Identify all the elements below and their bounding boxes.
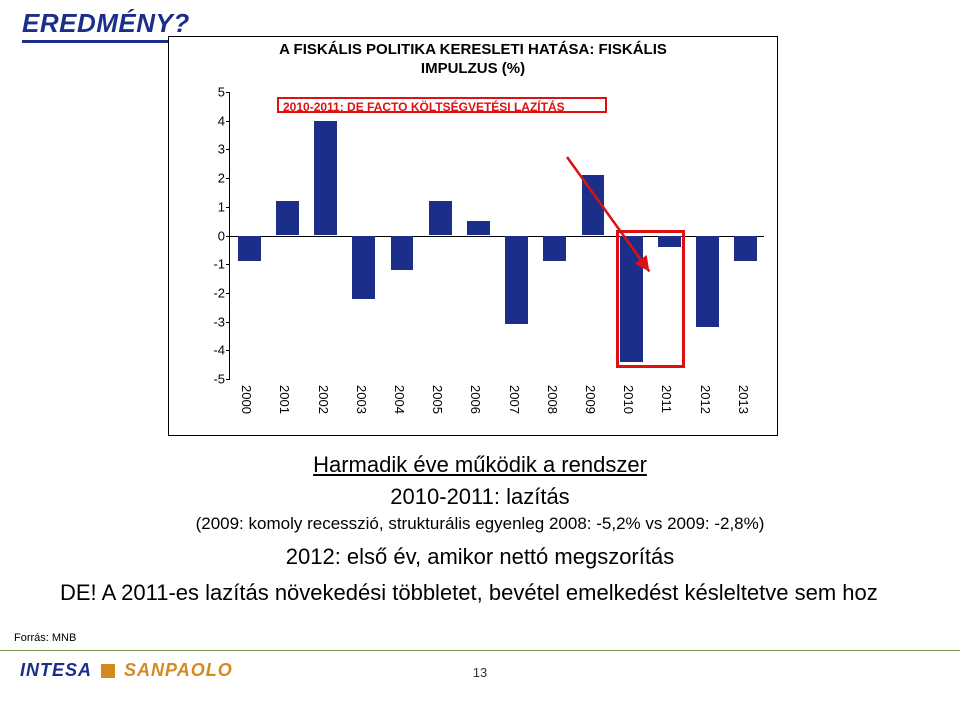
x-tick-label: 2001 <box>277 385 292 414</box>
y-tick-label: -2 <box>200 285 225 300</box>
x-tick-label: 2004 <box>392 385 407 414</box>
x-tick-label: 2000 <box>239 385 254 414</box>
chart-title-line2: IMPULZUS (%) <box>421 60 525 77</box>
y-tick-label: 0 <box>200 228 225 243</box>
bar <box>391 236 414 270</box>
y-tick-label: -5 <box>200 372 225 387</box>
x-tick-label: 2012 <box>698 385 713 414</box>
subheading: Harmadik éve működik a rendszer <box>0 452 960 478</box>
body-paren: (2009: komoly recesszió, strukturális eg… <box>0 514 960 534</box>
slide: EREDMÉNY? A FISKÁLIS POLITIKA KERESLETI … <box>0 0 960 709</box>
page-number: 13 <box>0 665 960 680</box>
x-tick-label: 2010 <box>621 385 636 414</box>
y-tick-label: 3 <box>200 142 225 157</box>
body-final: DE! A 2011-es lazítás növekedési többlet… <box>60 580 878 606</box>
x-tick-label: 2013 <box>736 385 751 414</box>
x-tick-label: 2006 <box>468 385 483 414</box>
x-tick-label: 2009 <box>583 385 598 414</box>
x-tick-label: 2002 <box>316 385 331 414</box>
x-tick-label: 2008 <box>545 385 560 414</box>
x-tick-label: 2003 <box>354 385 369 414</box>
body-line-2: 2010-2011: lazítás <box>0 484 960 510</box>
page-title: EREDMÉNY? <box>22 8 190 39</box>
y-tick-label: -3 <box>200 314 225 329</box>
plot-area: -5-4-3-2-1012345 <box>229 92 764 379</box>
x-axis-labels: 2000 2001 2002 2003 2004 2005 2006 2007 2008 2009… <box>229 385 764 429</box>
y-tick-label: 4 <box>200 113 225 128</box>
y-tick-label: -4 <box>200 343 225 358</box>
source-label: Forrás: MNB <box>14 632 76 644</box>
highlight-box <box>616 230 685 368</box>
bar <box>238 236 261 262</box>
bar <box>505 236 528 325</box>
y-tick-label: 5 <box>200 85 225 100</box>
chart-title: A FISKÁLIS POLITIKA KERESLETI HATÁSA: FI… <box>169 37 777 79</box>
y-tick-label: 2 <box>200 171 225 186</box>
bar <box>467 221 490 235</box>
x-tick-label: 2005 <box>430 385 445 414</box>
bar <box>734 236 757 262</box>
chart-title-line1: A FISKÁLIS POLITIKA KERESLETI HATÁSA: FI… <box>279 41 667 58</box>
y-tick-label: -1 <box>200 257 225 272</box>
bar <box>429 201 452 235</box>
x-tick-label: 2011 <box>659 385 674 413</box>
bar <box>582 175 605 235</box>
bar <box>543 236 566 262</box>
body-line-3: 2012: első év, amikor nettó megszorítás <box>0 544 960 570</box>
bar <box>276 201 299 235</box>
bar <box>352 236 375 299</box>
footer-divider <box>0 650 960 651</box>
bar <box>314 121 337 236</box>
fiscal-impulse-chart: A FISKÁLIS POLITIKA KERESLETI HATÁSA: FI… <box>168 36 778 436</box>
x-tick-label: 2007 <box>507 385 522 414</box>
bar <box>696 236 719 328</box>
y-tick-label: 1 <box>200 199 225 214</box>
title-underline <box>22 40 172 43</box>
